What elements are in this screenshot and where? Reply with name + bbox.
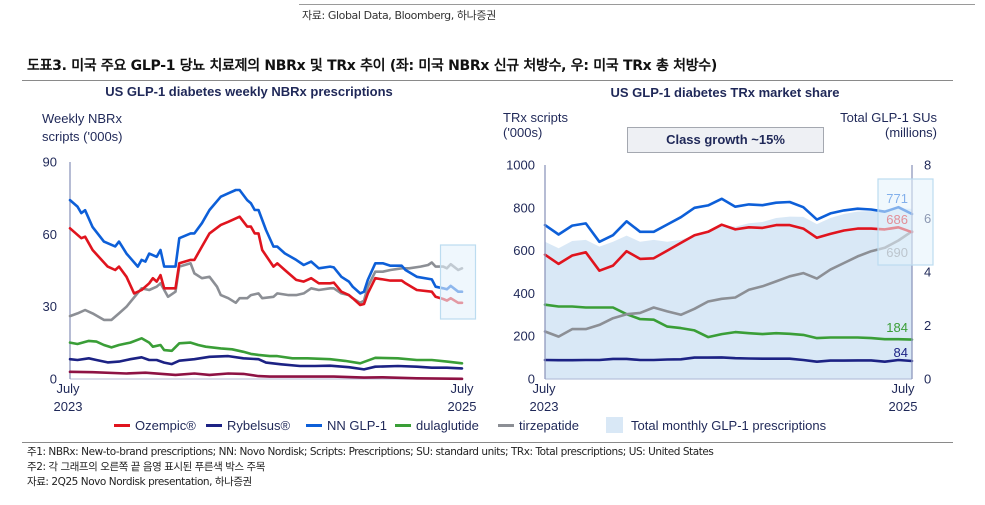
x-tick-label-year: 2023 (530, 399, 559, 414)
y2-axis-label-line1: Total GLP-1 SUs (840, 110, 937, 125)
legend-label-dulaglutide: dulaglutide (416, 417, 479, 433)
chart-title: US GLP-1 diabetes TRx market share (610, 85, 839, 100)
x-tick-label-month: July (56, 381, 80, 396)
y-tick-label: 200 (513, 329, 535, 344)
y-tick-label: 0 (528, 372, 535, 387)
highlight-box (439, 244, 477, 320)
y2-tick-label: 4 (924, 265, 931, 280)
y2-tick-label: 2 (924, 318, 931, 333)
series-line-tirzepatide (543, 230, 914, 338)
legend-item-tirzepatide: tirzepatide (498, 417, 579, 433)
x-tick-label-month: July (450, 381, 474, 396)
legend-item-rybelsus: Rybelsus® (206, 417, 290, 433)
legend-swatch-ozempic (114, 423, 130, 427)
top-rule (299, 4, 975, 5)
y-tick-label: 600 (513, 243, 535, 258)
series-line-nn-glp1 (68, 188, 464, 295)
series-line-ozempic (68, 215, 464, 307)
y-tick-label: 60 (43, 227, 57, 242)
end-label-dulaglutide: 184 (886, 320, 908, 335)
title-divider (22, 80, 953, 81)
legend-swatch-nn-glp1 (306, 423, 322, 427)
x-tick-label-year: 2023 (54, 399, 83, 414)
area-total-prescriptions (545, 208, 912, 379)
series-line-tirzepatide (68, 261, 464, 322)
y2-tick-label: 0 (924, 372, 931, 387)
series-line-nn-glp1 (543, 197, 914, 244)
x-tick-label-year: 2025 (448, 399, 477, 414)
trx-chart: US GLP-1 diabetes TRx market share TRx sc… (503, 85, 937, 414)
footnote-source: 자료: 2Q25 Novo Nordisk presentation, 하나증권 (27, 476, 252, 488)
legend-swatch-tirzepatide (498, 423, 514, 427)
legend-swatch-dulaglutide (395, 423, 411, 427)
legend-label-rybelsus: Rybelsus® (227, 417, 291, 433)
top-source-note: 자료: Global Data, Bloomberg, 하나증권 (302, 9, 496, 22)
legend-label-tirzepatide: tirzepatide (519, 417, 579, 433)
series-line-maroon-unlabeled (68, 370, 464, 381)
legend-item-ozempic: Ozempic® (114, 417, 196, 433)
x-tick-label-year: 2025 (889, 399, 918, 414)
class-growth-annotation: Class growth ~15% (627, 127, 824, 153)
x-tick-label-month: July (532, 381, 556, 396)
series-line-ozempic (543, 223, 914, 272)
series-line-rybelsus (68, 354, 464, 371)
legend-swatch-total-prescriptions (606, 417, 623, 433)
y-axis-label-line1: TRx scripts (503, 110, 569, 125)
y-tick-label: 90 (43, 155, 57, 170)
series-line-rybelsus (543, 356, 914, 363)
legend-item-total-prescriptions: Total monthly GLP-1 prescriptions (606, 417, 826, 433)
y2-tick-label: 8 (924, 158, 931, 173)
legend-label-total-prescriptions: Total monthly GLP-1 prescriptions (631, 417, 827, 433)
footnote-1: 주1: NBRx: New-to-brand prescriptions; NN… (27, 446, 714, 458)
y-axis-label-line1: Weekly NBRx (42, 111, 122, 126)
y-tick-label: 30 (43, 299, 57, 314)
footer-divider (22, 442, 953, 443)
y-tick-label: 800 (513, 200, 535, 215)
series-line-dulaglutide (543, 303, 914, 341)
legend-item-nn-glp1: NN GLP-1 (306, 417, 387, 433)
legend-label-ozempic: Ozempic® (135, 417, 196, 433)
y2-axis-label-line2: (millions) (885, 125, 937, 140)
legend-label-nn-glp1: NN GLP-1 (327, 417, 387, 433)
x-tick-label-month: July (891, 381, 915, 396)
footnote-2: 주2: 각 그래프의 오른쪽 끝 음영 표시된 푸른색 박스 주목 (27, 461, 265, 473)
figure-title: 도표3. 미국 주요 GLP-1 당뇨 치료제의 NBRx 및 TRx 추이 (… (27, 58, 717, 74)
legend-swatch-rybelsus (206, 423, 222, 427)
end-label-rybelsus: 84 (894, 345, 908, 360)
y-axis-label-line2: scripts ('000s) (42, 129, 123, 144)
y-tick-label: 0 (50, 372, 57, 387)
series-line-dulaglutide (68, 337, 464, 365)
legend-item-dulaglutide: dulaglutide (395, 417, 479, 433)
highlight-box (877, 178, 934, 266)
y-tick-label: 400 (513, 286, 535, 301)
chart-title: US GLP-1 diabetes weekly NBRx prescripti… (105, 84, 393, 99)
y-axis-label-line2: ('000s) (503, 125, 542, 140)
nbrx-chart: US GLP-1 diabetes weekly NBRx prescripti… (42, 84, 476, 414)
y-tick-label: 1000 (506, 158, 535, 173)
